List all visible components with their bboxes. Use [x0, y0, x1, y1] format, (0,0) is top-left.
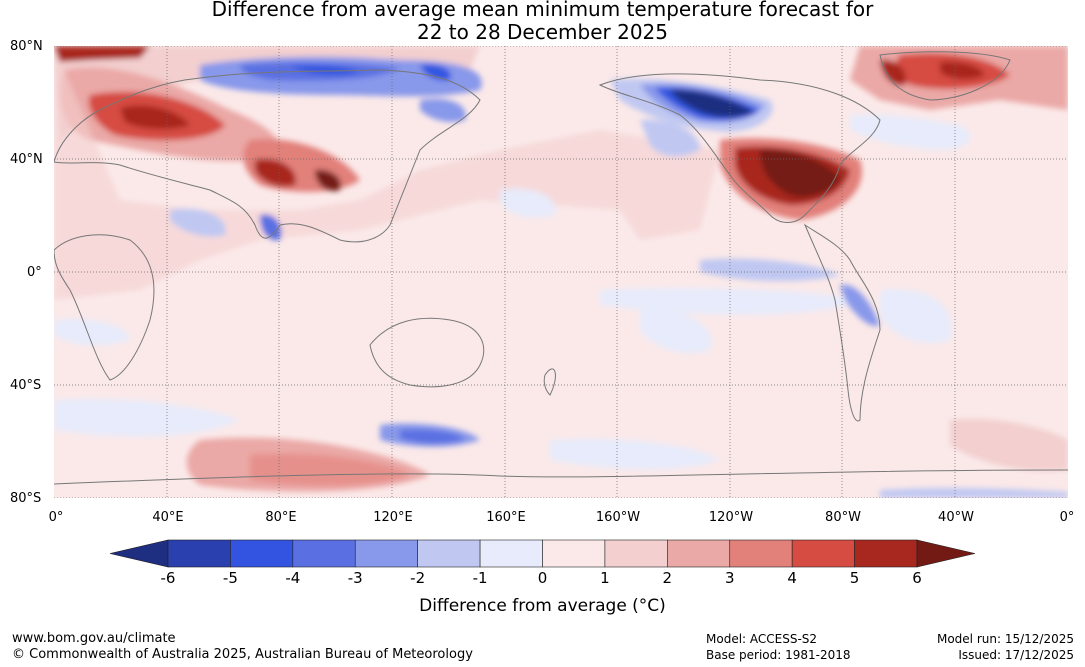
colorbar-bin — [667, 539, 731, 568]
base-period: Base period: 1981-2018 — [706, 648, 851, 662]
colorbar-tick-label: 2 — [662, 569, 673, 587]
colorbar-bin — [354, 539, 418, 568]
colorbar-bin — [167, 539, 231, 568]
website-link[interactable]: www.bom.gov.au/climate — [12, 631, 176, 646]
colorbar-tick-label: 3 — [724, 569, 735, 587]
colorbar-tick-label: -3 — [347, 569, 363, 587]
coastlines — [54, 51, 1068, 485]
anomaly-regions — [54, 46, 1068, 498]
colorbar-tick-label: 1 — [600, 569, 610, 587]
colorbar-tick-label: 0 — [537, 569, 548, 587]
lon-label-0-east: 0° — [1059, 510, 1075, 525]
lon-label-40e: 40°E — [152, 510, 184, 525]
colorbar-bin — [230, 539, 294, 568]
lon-label-0: 0° — [48, 510, 64, 525]
lat-label-80n: 80°N — [10, 39, 43, 54]
copyright: © Commonwealth of Australia 2025, Austra… — [12, 647, 473, 662]
model-run-date: Model run: 15/12/2025 — [936, 632, 1074, 646]
colorbar-bin — [542, 539, 606, 568]
graticule — [54, 46, 1068, 498]
lon-label-120w: 120°W — [708, 510, 754, 525]
lat-label-equator: 0° — [27, 265, 42, 280]
colorbar-tick-label: -4 — [285, 569, 301, 587]
colorbar-tick-label: -1 — [472, 569, 488, 587]
colorbar-tick-label: -5 — [222, 569, 238, 587]
model-name: Model: ACCESS-S2 — [706, 632, 818, 646]
lon-label-160w: 160°W — [595, 510, 641, 525]
lon-label-120e: 120°E — [373, 510, 413, 525]
lon-label-80e: 80°E — [265, 510, 297, 525]
colorbar-bin — [604, 539, 668, 568]
map-title-line-2: 22 to 28 December 2025 — [416, 20, 668, 44]
colorbar-tick-label: 6 — [912, 569, 922, 587]
lat-label-40n: 40°N — [10, 152, 43, 167]
colorbar-bin — [854, 539, 918, 568]
colorbar — [109, 539, 976, 568]
colorbar-extend-high — [916, 539, 976, 568]
lon-label-40w: 40°W — [938, 510, 974, 525]
colorbar-tick-label: -2 — [410, 569, 426, 587]
colorbar-tick-label: 4 — [787, 569, 797, 587]
colorbar-tick-label: -6 — [160, 569, 176, 587]
lon-label-80w: 80°W — [825, 510, 861, 525]
colorbar-title: Difference from average (°C) — [419, 596, 666, 616]
map-title-line-1: Difference from average mean minimum tem… — [211, 0, 874, 21]
issued-date: Issued: 17/12/2025 — [958, 648, 1074, 662]
colorbar-tick-label: 5 — [849, 569, 860, 587]
colorbar-bin — [479, 539, 543, 568]
lat-label-80s: 80°S — [10, 491, 42, 506]
lon-label-160e: 160°E — [486, 510, 526, 525]
colorbar-bin — [417, 539, 481, 568]
colorbar-bin — [791, 539, 855, 568]
lat-label-40s: 40°S — [10, 378, 42, 393]
colorbar-bin — [292, 539, 356, 568]
colorbar-bin — [729, 539, 793, 568]
colorbar-extend-low — [109, 539, 169, 568]
